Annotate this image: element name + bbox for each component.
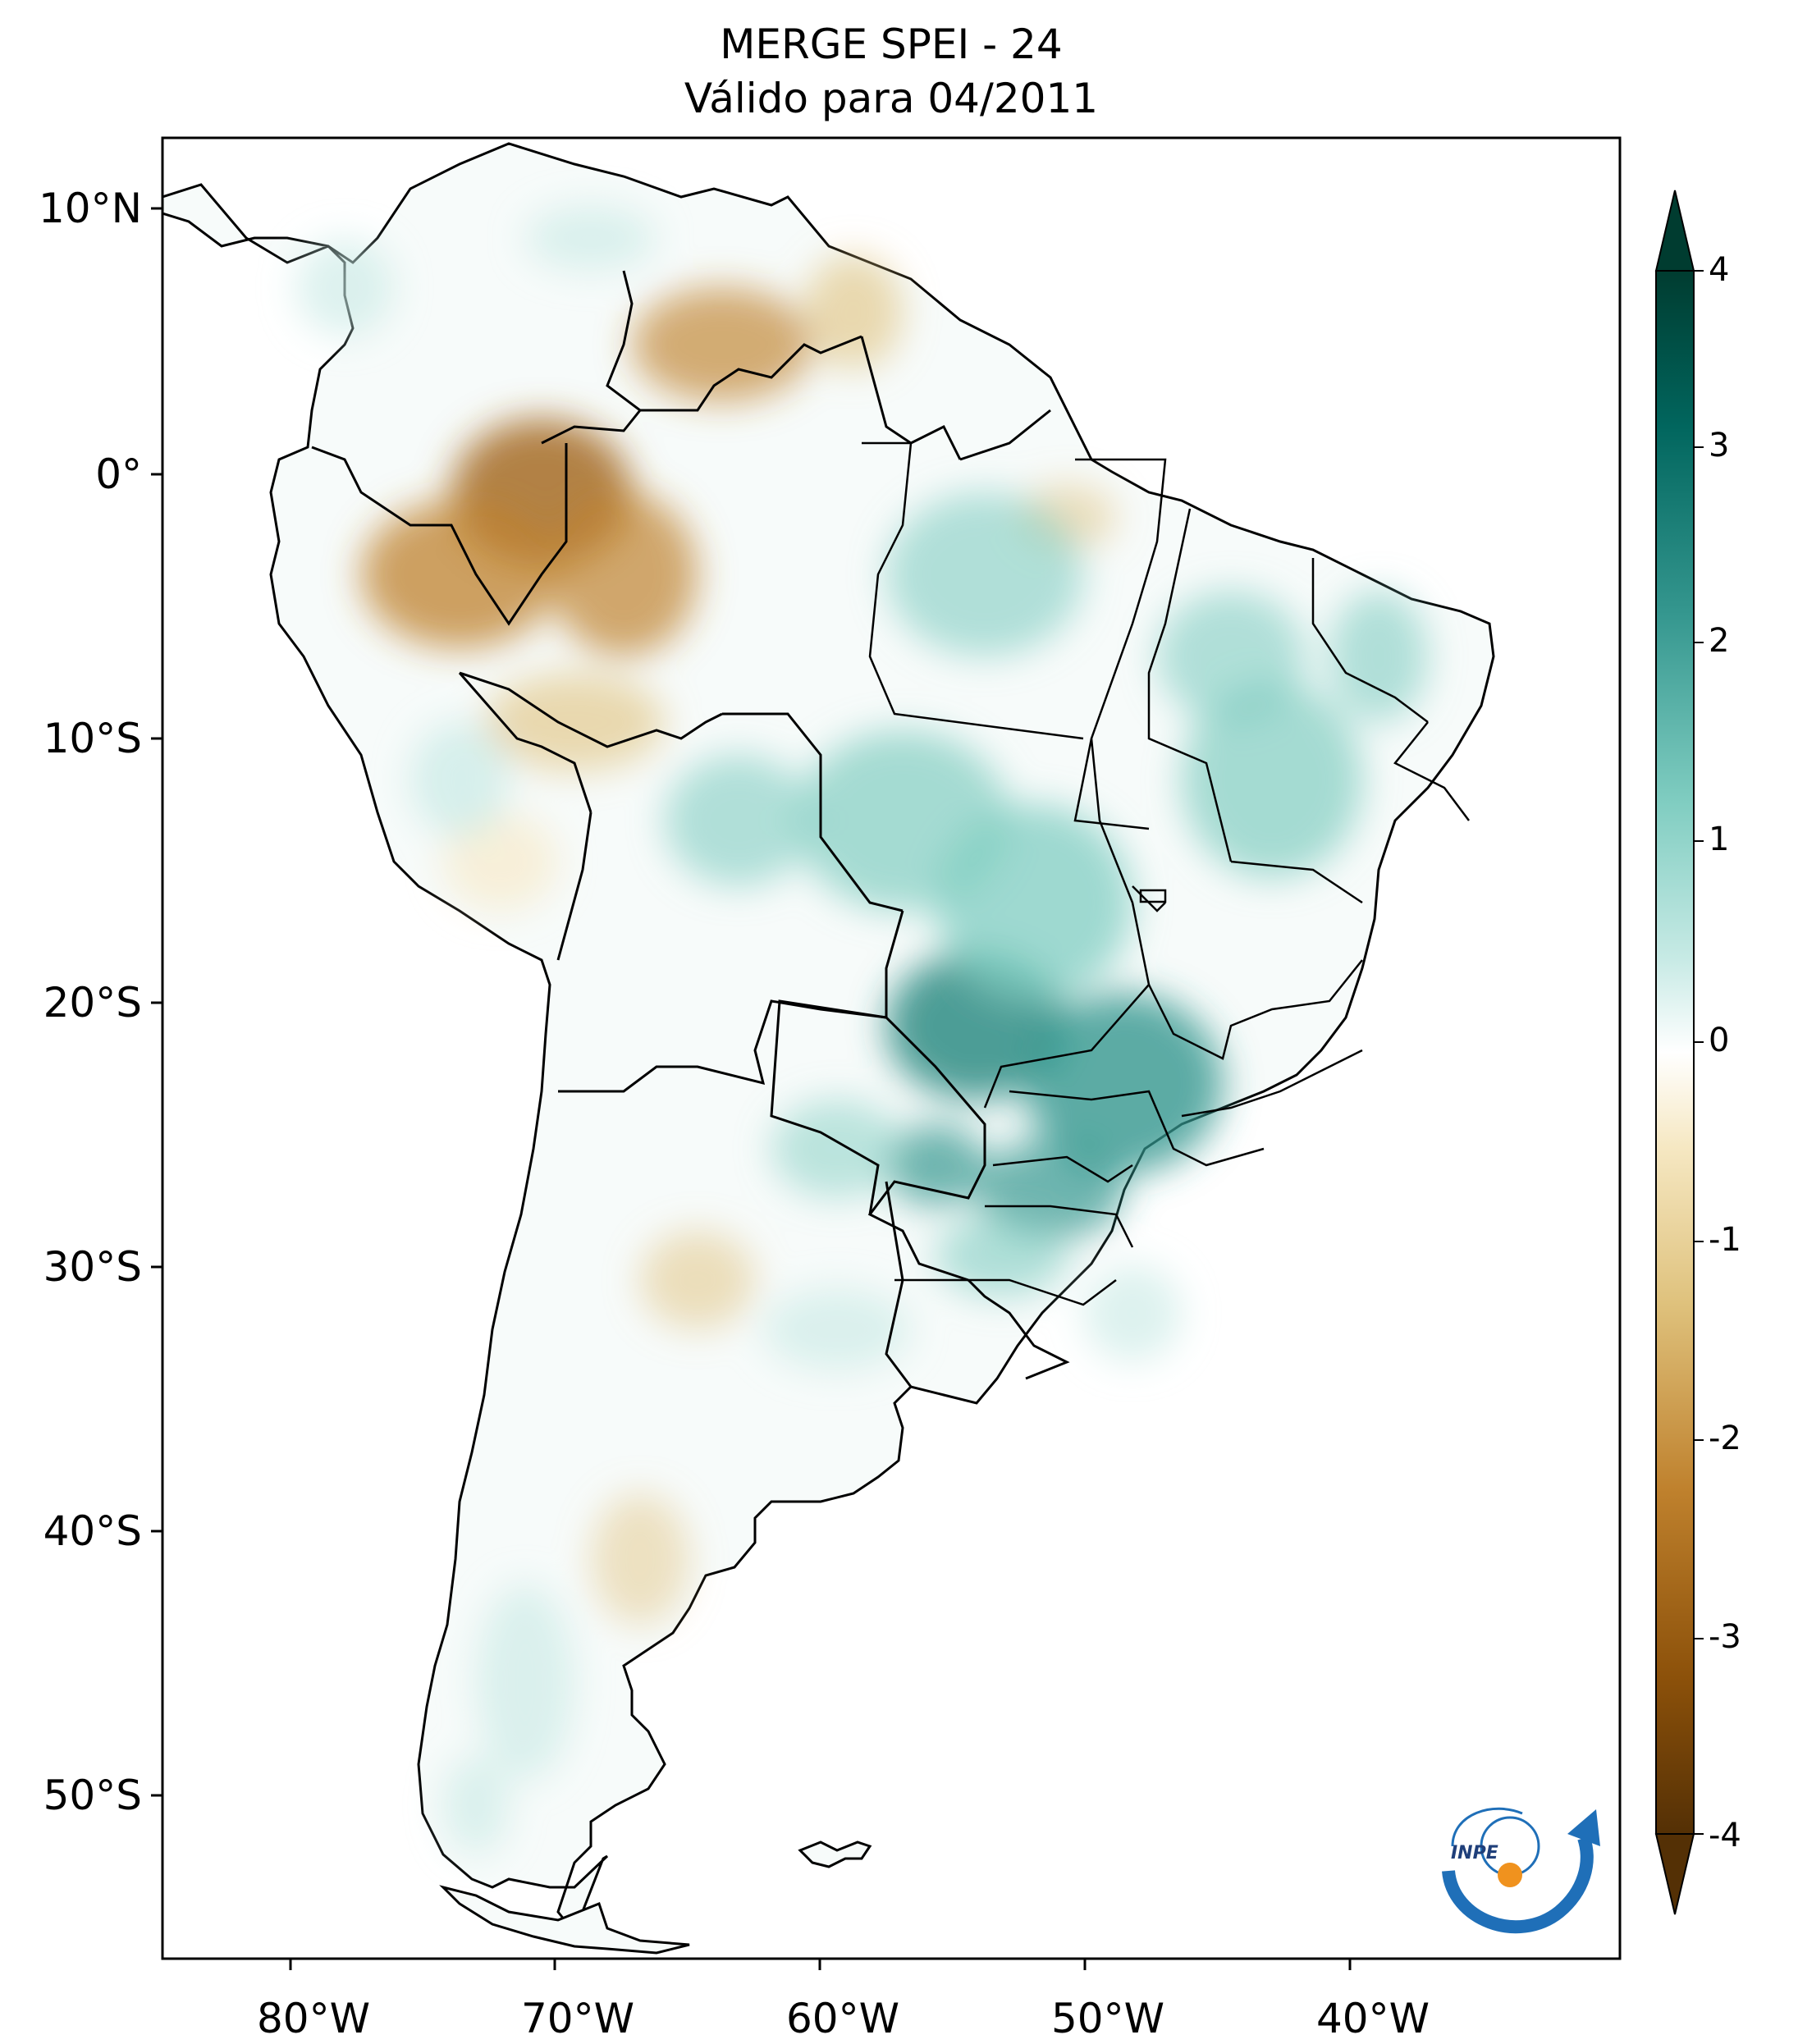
- map-layer: [162, 142, 1495, 1955]
- x-tick-label: 70°W: [520, 1995, 635, 2042]
- axis-tickmarks: [151, 207, 1352, 1970]
- figure-title: MERGE SPEI - 24: [720, 21, 1063, 68]
- x-tick-label: 60°W: [785, 1995, 900, 2042]
- y-tick-label: 20°S: [43, 979, 142, 1027]
- colorbar-lower-extension: [1654, 1833, 1695, 1915]
- figure-subtitle: Válido para 04/2011: [684, 75, 1099, 122]
- colorbar-tick-label: -3: [1709, 1618, 1741, 1656]
- colorbar-ramp: [1655, 270, 1695, 1835]
- colorbar-tick-label: 3: [1709, 427, 1730, 464]
- spei-field: [295, 205, 1428, 1854]
- colorbar-tick-label: 1: [1709, 821, 1730, 858]
- state-borders: [862, 441, 1470, 1306]
- x-tick-label: 40°W: [1315, 1995, 1430, 2042]
- colorbar-tick-label: 4: [1709, 251, 1730, 289]
- colorbar: [1654, 190, 1704, 1915]
- x-tick-label: 50°W: [1050, 1995, 1165, 2042]
- y-tick-label: 10°S: [43, 715, 142, 762]
- colorbar-tick-label: 0: [1709, 1022, 1730, 1059]
- y-tick-label: 30°S: [43, 1243, 142, 1291]
- x-tick-label: 80°W: [256, 1995, 371, 2042]
- y-tick-label: 10°N: [38, 185, 142, 232]
- inpe-logo-text: INPE: [1451, 1843, 1498, 1863]
- country-borders: [311, 270, 1070, 1388]
- y-tick-label: 40°S: [43, 1507, 142, 1555]
- y-tick-label: 0°: [95, 450, 142, 498]
- colorbar-tick-label: -1: [1709, 1221, 1741, 1259]
- inpe-logo-icon: INPE: [1442, 1807, 1600, 1934]
- tierra-del-fuego: [439, 1885, 690, 1955]
- colorbar-tick-label: -4: [1709, 1817, 1741, 1854]
- y-tick-label: 50°S: [43, 1772, 142, 1819]
- colorbar-tick-label: 2: [1709, 622, 1730, 660]
- falkland-islands: [798, 1841, 872, 1868]
- colorbar-tick-label: -2: [1709, 1420, 1741, 1457]
- colorbar-upper-extension: [1654, 190, 1695, 272]
